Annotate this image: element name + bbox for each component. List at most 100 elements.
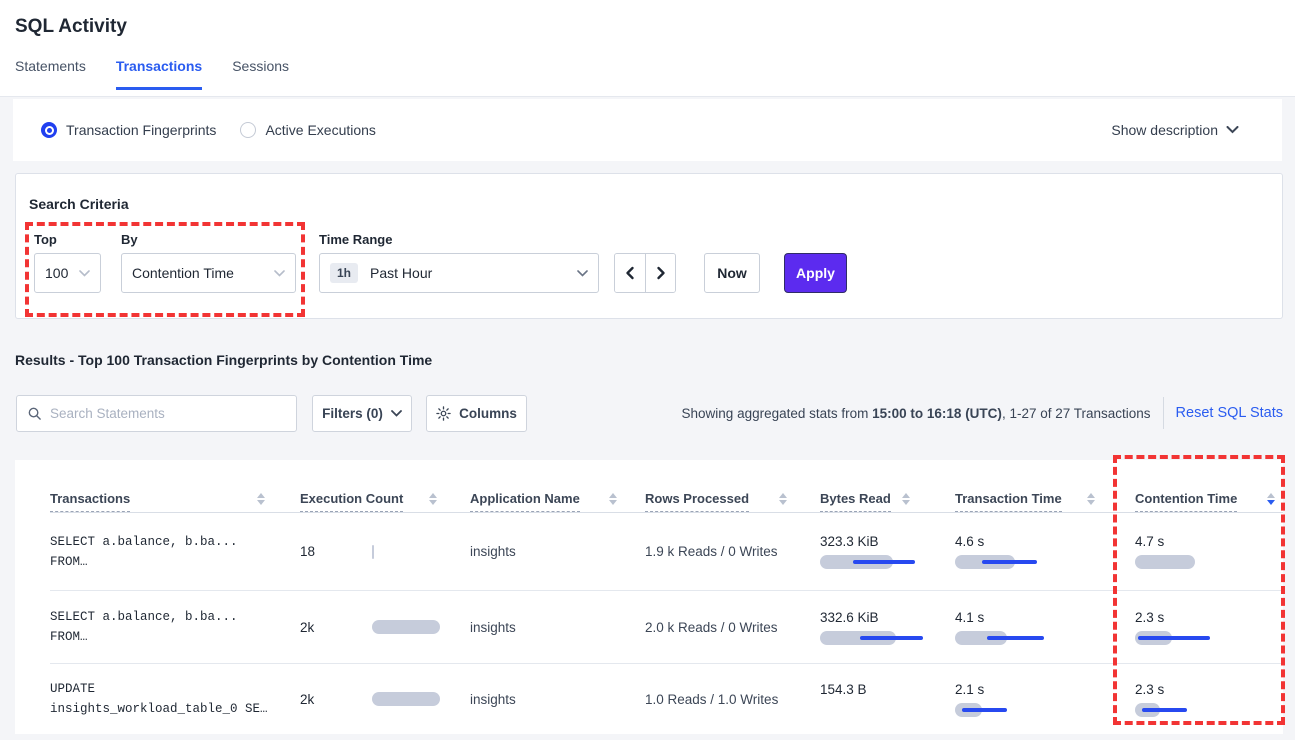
contention-time-cell: 2.3 s xyxy=(1135,610,1283,645)
filters-button-label: Filters (0) xyxy=(322,405,383,421)
transaction-time-value: 2.1 s xyxy=(955,681,985,697)
column-header-transaction-time[interactable]: Transaction Time xyxy=(955,491,1135,512)
sort-icon xyxy=(1087,493,1095,512)
execution-count-bar xyxy=(372,544,442,559)
top-select[interactable]: 100 xyxy=(34,253,101,293)
show-description-toggle[interactable]: Show description xyxy=(1111,122,1239,138)
time-range-badge: 1h xyxy=(330,263,359,283)
application-name-cell: insights xyxy=(470,691,516,707)
transaction-statement-link[interactable]: SELECT a.balance, b.ba... FROM… xyxy=(50,532,300,572)
by-select[interactable]: Contention Time xyxy=(121,253,296,293)
contention-time-cell: 4.7 s xyxy=(1135,534,1283,569)
tab-bar: Statements Transactions Sessions xyxy=(15,58,1295,90)
execution-count-value: 2k xyxy=(300,619,315,635)
tab-transactions[interactable]: Transactions xyxy=(115,58,203,90)
chevron-left-icon xyxy=(626,266,634,280)
execution-count-value: 18 xyxy=(300,544,316,559)
column-header-label: Application Name xyxy=(470,491,580,512)
application-name-cell: insights xyxy=(470,619,516,635)
aggregated-stats-text: Showing aggregated stats from 15:00 to 1… xyxy=(682,406,1151,421)
execution-count-cell: 2k xyxy=(300,692,470,707)
radio-unselected-icon xyxy=(240,122,257,138)
top-select-value: 100 xyxy=(45,265,69,281)
results-heading: Results - Top 100 Transaction Fingerprin… xyxy=(15,352,433,368)
sort-icon xyxy=(429,493,437,512)
now-button[interactable]: Now xyxy=(704,253,760,293)
time-range-group: Time Range 1h Past Hour xyxy=(296,232,599,293)
column-header-bytes-read[interactable]: Bytes Read xyxy=(820,491,955,512)
bytes-read-bar xyxy=(820,555,930,569)
sql-line: FROM… xyxy=(50,554,88,569)
search-criteria-heading: Search Criteria xyxy=(29,196,129,212)
search-icon xyxy=(28,407,41,420)
transaction-time-cell: 2.1 s xyxy=(955,682,1135,717)
rows-processed-cell: 1.9 k Reads / 0 Writes xyxy=(645,544,778,559)
transaction-time-value: 4.6 s xyxy=(955,534,985,549)
column-header-rows-processed[interactable]: Rows Processed xyxy=(645,491,820,512)
chevron-down-icon xyxy=(1226,126,1239,134)
filters-button[interactable]: Filters (0) xyxy=(312,394,412,432)
contention-time-value: 2.3 s xyxy=(1135,609,1165,625)
reset-sql-stats-link[interactable]: Reset SQL Stats xyxy=(1175,405,1283,421)
radio-transaction-fingerprints[interactable]: Transaction Fingerprints xyxy=(41,122,216,138)
radio-label: Active Executions xyxy=(265,122,376,138)
radio-selected-icon xyxy=(41,122,57,138)
column-header-execution-count[interactable]: Execution Count xyxy=(300,491,470,512)
chevron-down-icon xyxy=(390,409,402,417)
by-group: By Contention Time xyxy=(101,232,296,293)
contention-time-bar xyxy=(1135,630,1245,645)
bytes-read-value: 332.6 KiB xyxy=(820,609,879,625)
view-toggle-band: Transaction Fingerprints Active Executio… xyxy=(13,99,1282,161)
page-header: SQL Activity Statements Transactions Ses… xyxy=(0,0,1295,97)
chevron-down-icon xyxy=(79,269,90,277)
column-header-label: Rows Processed xyxy=(645,491,750,512)
contention-time-value: 4.7 s xyxy=(1135,534,1165,549)
transaction-time-bar xyxy=(955,702,1065,717)
tab-statements[interactable]: Statements xyxy=(15,58,86,74)
search-statements-input[interactable] xyxy=(50,405,286,421)
transaction-statement-link[interactable]: SELECT a.balance, b.ba... FROM… xyxy=(50,607,300,647)
search-criteria-card: Search Criteria Top 100 By Contention Ti… xyxy=(15,173,1283,319)
search-statements-box[interactable] xyxy=(16,394,297,432)
column-header-transactions[interactable]: Transactions xyxy=(50,491,300,512)
stats-prefix: Showing aggregated stats from xyxy=(681,405,873,421)
rows-processed-cell: 2.0 k Reads / 0 Writes xyxy=(645,619,778,635)
column-header-application-name[interactable]: Application Name xyxy=(470,491,645,512)
columns-button[interactable]: Columns xyxy=(426,394,527,432)
chevron-down-icon xyxy=(577,269,588,277)
bytes-read-value: 154.3 B xyxy=(820,681,867,697)
bytes-read-bar xyxy=(820,703,930,717)
next-time-button[interactable] xyxy=(645,254,675,292)
top-group: Top 100 xyxy=(34,232,101,293)
sort-icon xyxy=(257,493,265,512)
column-header-label: Transaction Time xyxy=(955,491,1062,512)
column-header-contention-time[interactable]: Contention Time xyxy=(1135,491,1283,512)
table-row: SELECT a.balance, b.ba... FROM… 18 insig… xyxy=(50,513,1283,591)
execution-count-cell: 18 xyxy=(300,544,470,559)
apply-button[interactable]: Apply xyxy=(784,253,847,293)
sort-icon xyxy=(779,493,787,512)
transaction-time-cell: 4.1 s xyxy=(955,610,1135,645)
stats-time-range: 15:00 to 16:18 (UTC) xyxy=(872,405,1002,421)
time-range-label: Time Range xyxy=(319,232,393,247)
time-range-select[interactable]: 1h Past Hour xyxy=(319,253,599,293)
sort-icon-descending xyxy=(1267,493,1275,512)
previous-time-button[interactable] xyxy=(615,254,645,292)
by-select-value: Contention Time xyxy=(132,265,234,281)
chevron-right-icon xyxy=(656,266,665,280)
toolbar-divider xyxy=(1162,397,1164,429)
radio-active-executions[interactable]: Active Executions xyxy=(240,122,376,138)
table-row: SELECT a.balance, b.ba... FROM… 2k insig… xyxy=(50,591,1283,664)
stats-suffix: , 1-27 of 27 Transactions xyxy=(1001,405,1151,421)
transaction-time-value: 4.1 s xyxy=(955,609,985,625)
tab-sessions[interactable]: Sessions xyxy=(232,58,290,74)
bytes-read-cell: 154.3 B xyxy=(820,682,955,717)
sql-line: SELECT a.balance, b.ba... xyxy=(50,610,238,624)
sql-line: FROM… xyxy=(50,630,88,644)
sort-icon xyxy=(609,493,617,512)
contention-time-bar xyxy=(1135,702,1245,717)
search-criteria-controls: Top 100 By Contention Time Time Range 1h… xyxy=(34,232,1282,293)
table-header-row: Transactions Execution Count Application… xyxy=(50,460,1283,513)
transaction-statement-link[interactable]: UPDATE insights_workload_table_0 SE… xyxy=(50,679,300,719)
sql-line: insights_workload_table_0 SE… xyxy=(50,702,268,716)
